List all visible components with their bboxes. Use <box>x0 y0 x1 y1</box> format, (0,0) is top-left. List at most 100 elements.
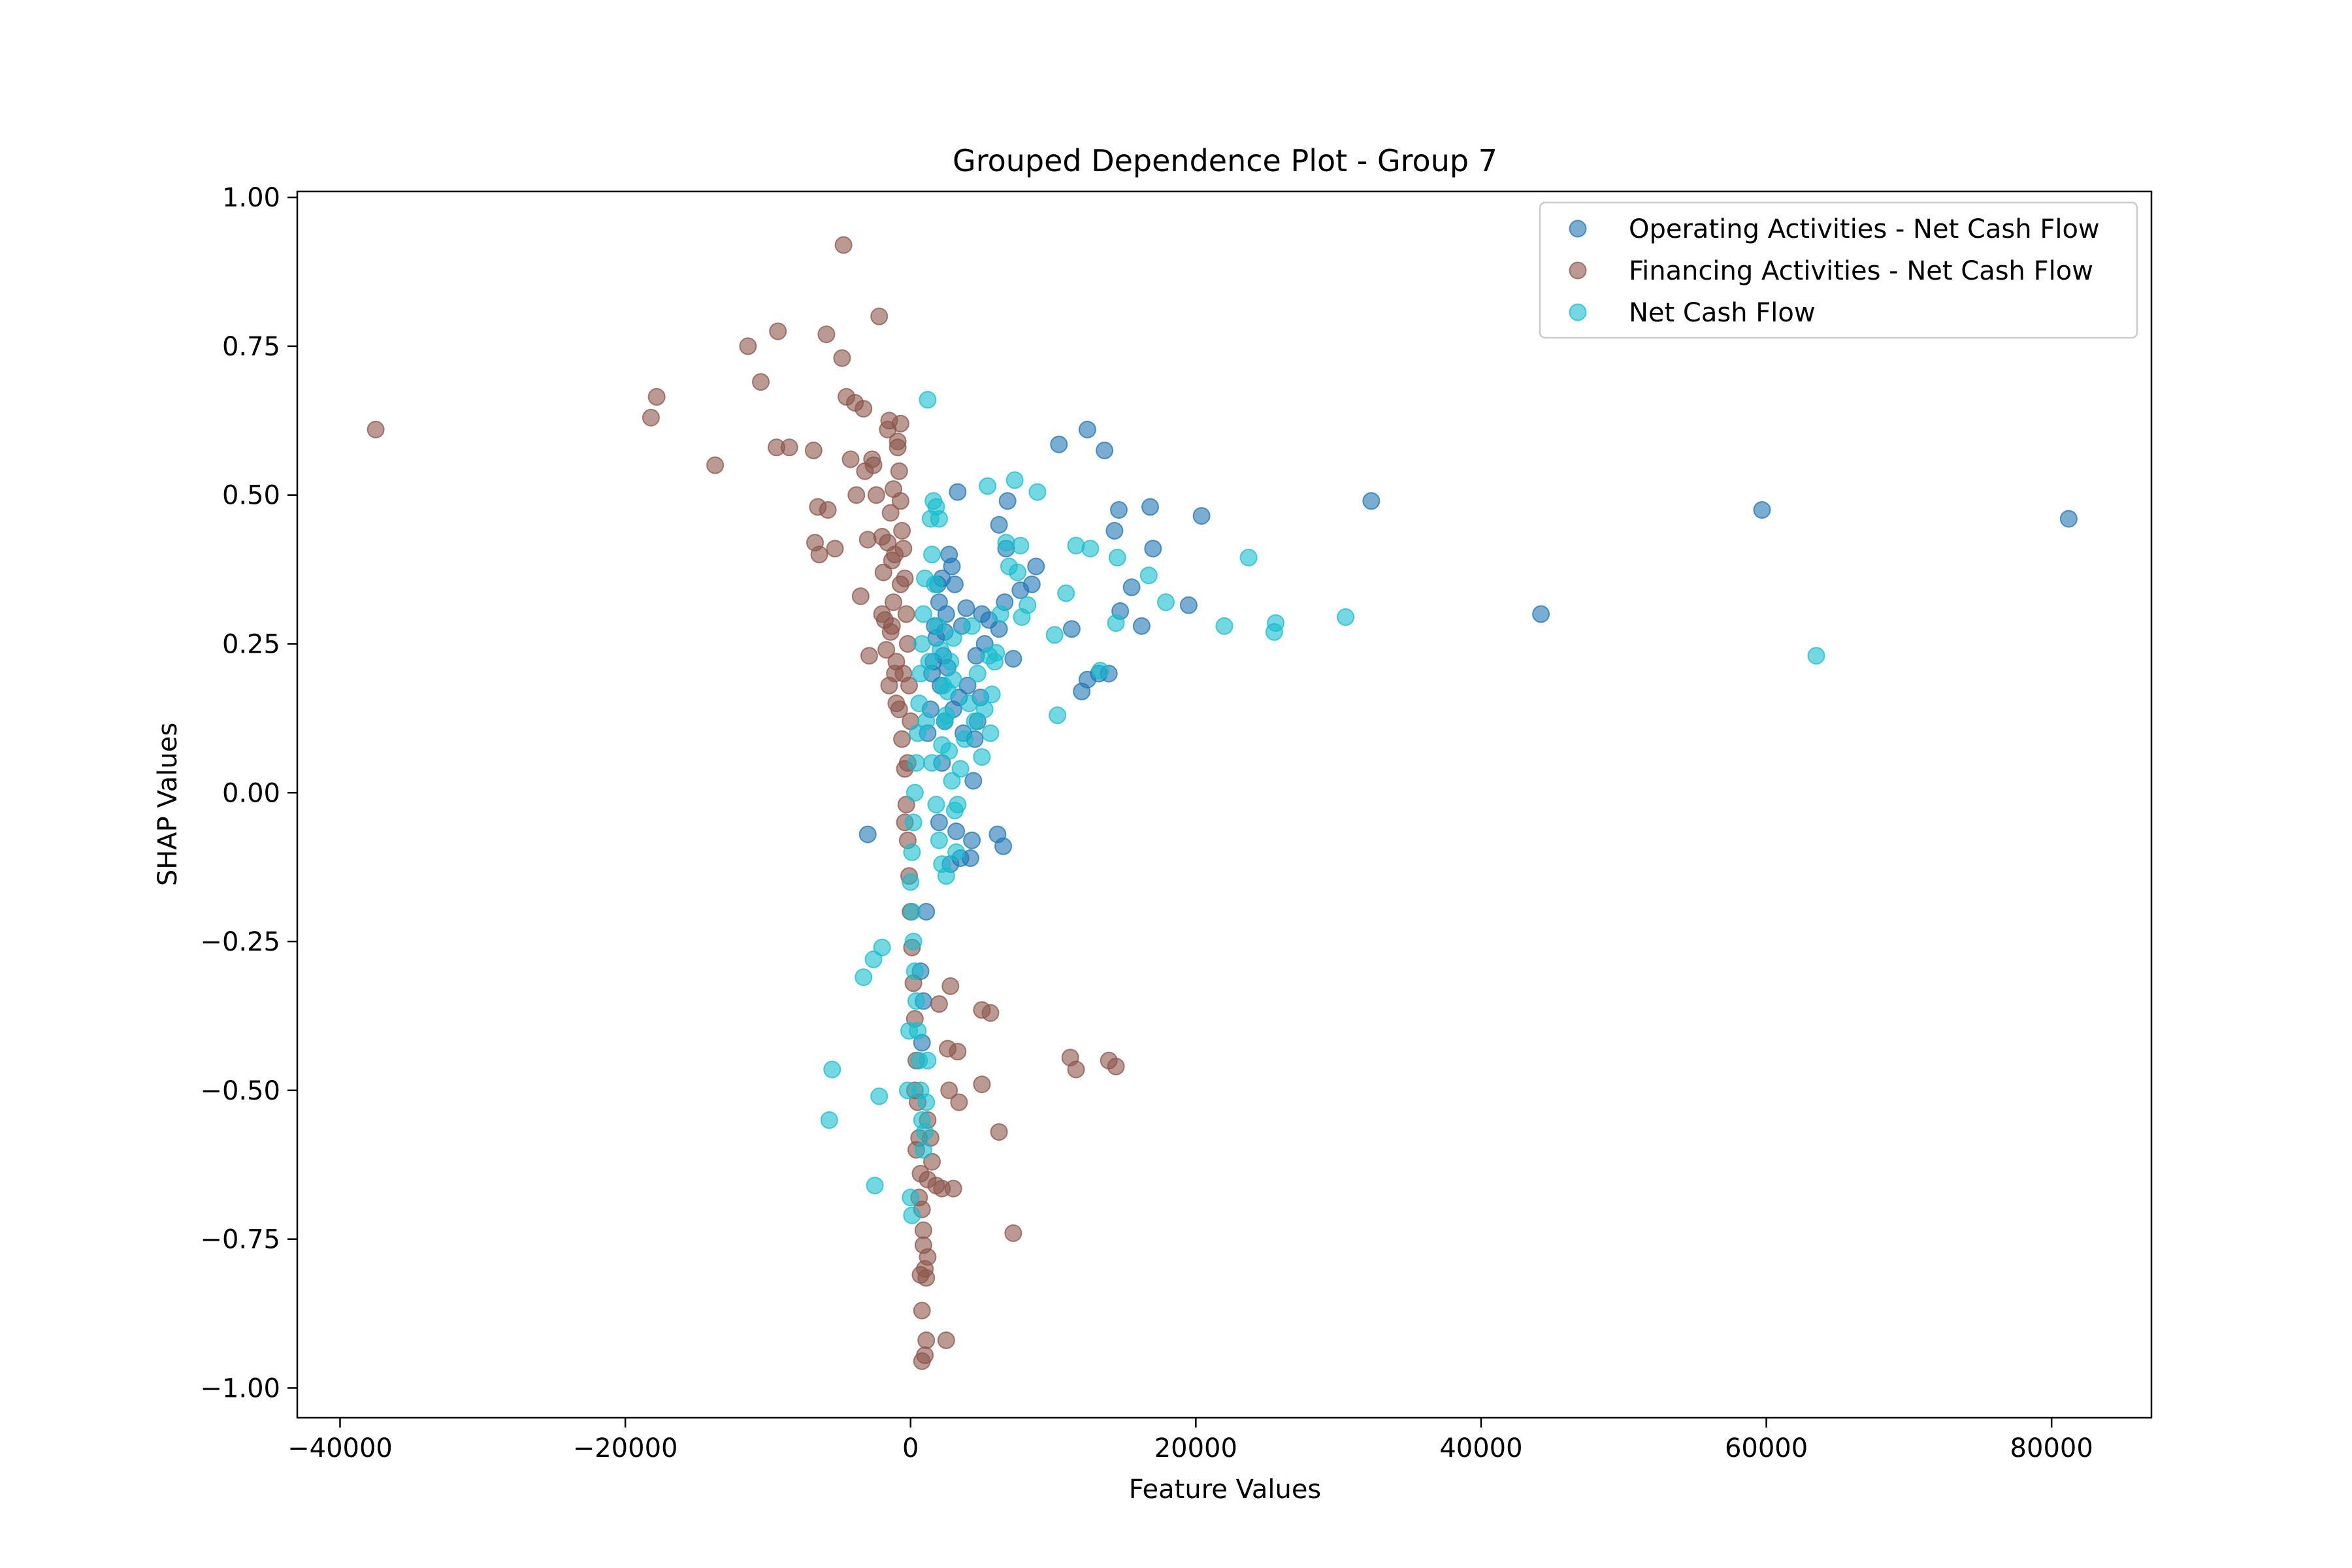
data-point <box>916 1123 934 1141</box>
data-point <box>907 992 925 1010</box>
data-point <box>917 1331 936 1349</box>
data-point <box>847 486 866 504</box>
data-point <box>1753 501 1771 519</box>
data-point <box>823 1060 841 1079</box>
data-point <box>1081 540 1100 558</box>
data-point <box>873 605 891 623</box>
data-point <box>834 236 853 254</box>
data-point <box>893 521 911 540</box>
data-point <box>981 724 1000 742</box>
data-point <box>947 823 966 840</box>
data-point <box>864 950 883 968</box>
data-point <box>891 414 909 433</box>
data-point <box>1057 584 1075 602</box>
data-point <box>1011 536 1030 555</box>
data-point <box>858 531 877 549</box>
data-point <box>914 1221 932 1239</box>
data-point <box>919 1051 937 1070</box>
data-point <box>944 1179 962 1198</box>
data-point <box>903 903 921 921</box>
x-axis-ticks: −40000 −20000 0 20000 40000 60000 80000 <box>287 1418 2093 1463</box>
data-point <box>880 676 898 694</box>
data-point <box>994 837 1013 855</box>
data-point <box>1013 608 1031 626</box>
data-point <box>1337 608 1355 626</box>
data-point <box>910 694 928 713</box>
data-point <box>826 540 844 558</box>
legend: Operating Activities - Net Cash Flow Fina… <box>1539 201 2138 339</box>
data-point <box>916 1346 934 1364</box>
data-point <box>1192 507 1211 525</box>
data-point <box>890 700 908 719</box>
data-point <box>1362 492 1380 510</box>
data-point <box>924 492 943 510</box>
chart-title: Grouped Dependence Plot - Group 7 <box>953 143 1497 178</box>
data-point <box>949 483 967 501</box>
data-point <box>769 322 787 340</box>
data-point <box>866 1177 884 1195</box>
data-point <box>940 742 958 760</box>
data-point <box>860 647 878 665</box>
data-point <box>1107 614 1125 632</box>
data-point <box>928 617 947 635</box>
data-point <box>706 456 725 474</box>
data-point <box>1105 521 1124 540</box>
data-point <box>923 754 941 772</box>
data-point <box>911 664 930 683</box>
data-point <box>944 670 962 689</box>
data-point <box>897 796 915 813</box>
data-point <box>841 450 860 468</box>
data-point <box>1532 605 1550 623</box>
data-point <box>906 962 924 981</box>
data-point <box>877 641 896 659</box>
data-point <box>919 391 937 409</box>
data-point <box>2059 510 2078 528</box>
data-point <box>885 593 902 612</box>
data-point <box>930 995 948 1013</box>
data-point <box>983 685 1001 704</box>
data-point <box>739 337 757 355</box>
plot-frame <box>296 190 2153 1419</box>
data-point <box>903 1206 921 1224</box>
data-point <box>1045 626 1064 644</box>
data-point <box>957 599 975 617</box>
data-point <box>870 307 889 325</box>
data-point <box>917 712 936 730</box>
data-point <box>997 534 1015 552</box>
data-point <box>940 546 958 564</box>
data-point <box>898 1081 917 1100</box>
data-point <box>960 694 978 713</box>
data-point <box>752 373 770 391</box>
data-point <box>647 387 666 406</box>
legend-frame <box>1539 201 2138 339</box>
data-point <box>914 605 932 623</box>
y-tick-label: 1.00 <box>222 183 280 213</box>
y-tick-label: 0.50 <box>222 481 280 511</box>
data-point <box>930 813 948 832</box>
data-point <box>923 1152 941 1171</box>
data-point <box>975 700 994 719</box>
data-point <box>885 480 902 498</box>
data-point <box>810 546 828 564</box>
data-point <box>963 617 981 635</box>
y-tick-label: −1.00 <box>200 1373 280 1403</box>
data-point <box>973 1075 991 1094</box>
data-point <box>1000 557 1018 576</box>
y-tick-label: −0.75 <box>200 1225 280 1255</box>
data-point <box>902 873 920 891</box>
data-point <box>873 938 891 956</box>
legend-label: Operating Activities - Net Cash Flow <box>1629 214 2100 244</box>
data-point <box>1132 617 1151 635</box>
data-point <box>943 772 961 790</box>
data-point <box>968 664 987 683</box>
data-point <box>855 400 873 418</box>
data-point <box>909 724 927 742</box>
data-point <box>881 504 900 522</box>
x-tick-label: 0 <box>902 1433 919 1463</box>
points-layer <box>367 236 2078 1370</box>
data-point <box>937 706 955 725</box>
data-point <box>891 575 909 593</box>
data-point <box>804 441 823 459</box>
data-point <box>920 653 938 671</box>
